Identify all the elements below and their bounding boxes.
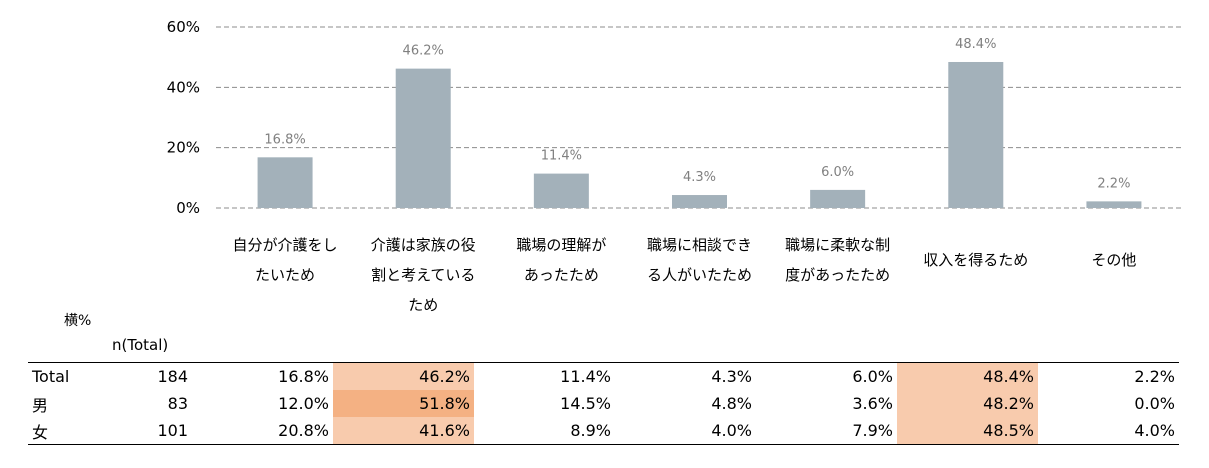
pct-cell: 4.0% xyxy=(615,417,756,445)
data-table: Total 184 16.8% 46.2% 11.4% 4.3% 6.0% 48.4% 2.2%… xyxy=(28,362,1179,445)
pct-cell: 14.5% xyxy=(560,394,611,413)
category-label: 介護は家族の役 割と考えている ため xyxy=(370,236,476,314)
category-label: 職場に相談でき る人がいたため xyxy=(646,236,752,284)
n-header: n(Total) xyxy=(112,336,169,354)
table-row: Total 184 16.8% 46.2% 11.4% 4.3% 6.0% 48.4% 2.2% xyxy=(28,362,1179,390)
row-label: 女 xyxy=(28,417,132,445)
data-label: 6.0% xyxy=(821,165,854,180)
pct-cell: 4.3% xyxy=(615,362,756,390)
category-label: その他 xyxy=(1091,251,1137,269)
n-cell: 83 xyxy=(167,394,188,413)
pct-cell: 4.8% xyxy=(711,394,752,413)
data-label: 16.8% xyxy=(264,132,305,147)
data-label: 46.2% xyxy=(403,44,444,59)
table-row: 女 101 20.8% 41.6% 8.9% 4.0% 7.9% 48.5% 4.0% xyxy=(28,417,1179,445)
pct-cell: 12.0% xyxy=(278,394,329,413)
pct-cell: 48.4% xyxy=(897,362,1038,390)
n-cell: 184 xyxy=(132,362,192,390)
y-tick-label: 20% xyxy=(167,139,200,157)
bar xyxy=(1086,201,1142,208)
pct-cell: 20.8% xyxy=(192,417,333,445)
pct-cell: 4.0% xyxy=(1038,417,1179,445)
category-label: 職場に柔軟な制 度があったため xyxy=(785,236,891,284)
pct-cell: 48.2% xyxy=(897,390,1038,417)
n-cell: 101 xyxy=(132,417,192,445)
bar xyxy=(257,157,313,208)
bar-chart: 0% 20% 40% 60% 16.8% 46.2% 11.4% 4.3% 6.0% 48.4% 2… xyxy=(167,18,1183,217)
data-label: 48.4% xyxy=(955,37,996,52)
row-label: 男 xyxy=(32,395,49,415)
unit-label: 横% xyxy=(64,313,92,329)
pct-cell: 41.6% xyxy=(333,417,474,445)
y-tick-label: 0% xyxy=(176,199,200,217)
y-tick-label: 40% xyxy=(167,78,200,96)
data-label: 4.3% xyxy=(683,170,716,185)
row-label: Total xyxy=(28,362,132,390)
pct-cell: 7.9% xyxy=(756,417,897,445)
pct-cell: 2.2% xyxy=(1038,362,1179,390)
data-label: 11.4% xyxy=(541,149,582,164)
table-row: 男 83 12.0% 51.8% 14.5% 4.8% 3.6% 48.2% 0.0% xyxy=(28,390,1179,417)
category-label: 収入を得るため xyxy=(923,251,1029,269)
pct-cell: 16.8% xyxy=(192,362,333,390)
pct-cell: 3.6% xyxy=(852,394,893,413)
bar xyxy=(533,173,589,208)
pct-cell: 0.0% xyxy=(1134,394,1175,413)
pct-cell: 11.4% xyxy=(474,362,615,390)
category-label: 職場の理解が あったため xyxy=(516,236,607,284)
pct-cell: 48.5% xyxy=(897,417,1038,445)
category-label: 自分が介護をし たいため xyxy=(232,236,338,284)
bar xyxy=(810,189,866,208)
data-label: 2.2% xyxy=(1097,176,1130,191)
bar xyxy=(395,68,451,208)
y-tick-label: 60% xyxy=(167,18,200,36)
pct-cell: 46.2% xyxy=(333,362,474,390)
pct-cell: 8.9% xyxy=(474,417,615,445)
bar xyxy=(672,195,727,208)
pct-cell: 51.8% xyxy=(333,390,474,417)
pct-cell: 6.0% xyxy=(756,362,897,390)
bar xyxy=(948,61,1004,208)
